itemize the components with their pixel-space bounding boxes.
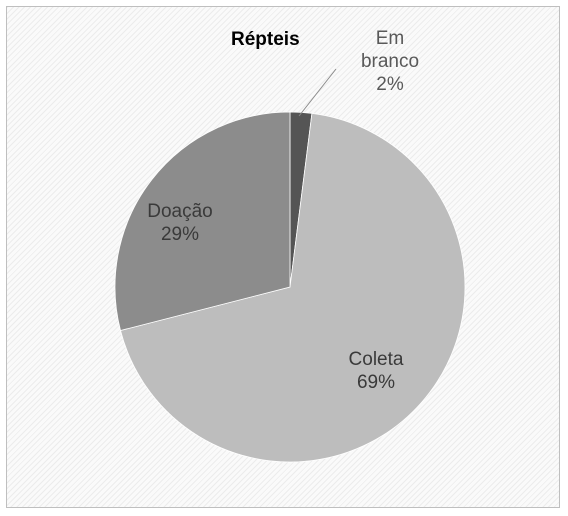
slice-label-doa-o: Doação 29%: [147, 201, 213, 245]
chart-title: Répteis: [231, 29, 300, 50]
slice-name: branco: [361, 51, 419, 72]
slice-label-coleta: Coleta 69%: [349, 349, 404, 393]
slice-percent: 29%: [161, 224, 199, 245]
pie-slice-doa-o: [114, 111, 291, 332]
slice-percent: 2%: [376, 74, 404, 95]
slice-name: Em: [376, 28, 405, 49]
slice-name: Coleta: [349, 349, 404, 370]
slice-percent: 69%: [357, 372, 395, 393]
leader-line: [298, 68, 337, 117]
pie-slice-coleta: [120, 112, 466, 463]
slice-label-em-branco: Em branco 2%: [361, 28, 419, 95]
slice-name: Doação: [147, 201, 213, 222]
